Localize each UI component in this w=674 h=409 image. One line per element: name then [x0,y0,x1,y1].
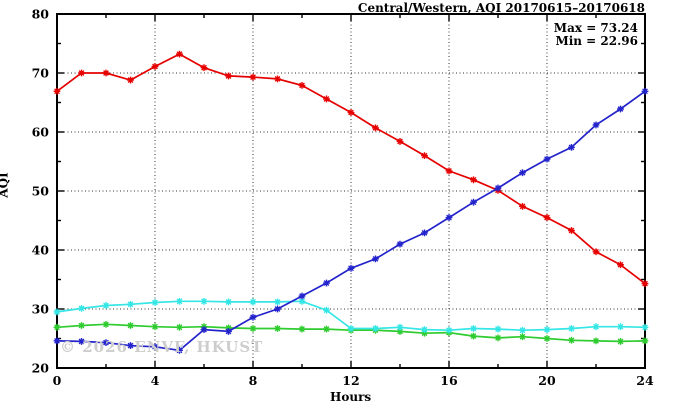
red-series-markers [53,50,649,288]
x-tick-label: 8 [249,373,258,388]
x-tick-label: 0 [53,373,62,388]
x-axis-label: Hours [330,390,372,404]
y-tick-label: 40 [32,243,50,258]
y-tick-label: 60 [32,125,50,140]
blue-series-markers [53,87,649,354]
y-axis-label: AQI [0,172,11,198]
x-tick-label: 4 [151,373,160,388]
y-tick-label: 50 [32,184,50,199]
cyan-series-markers [53,297,649,334]
max-annotation: Max = 73.24 [553,21,638,35]
x-tick-label: 16 [440,373,458,388]
x-tick-label: 24 [636,373,654,388]
chart-title: Central/Western, AQI 20170615–20170618 [357,1,645,15]
y-tick-label: 20 [32,361,50,376]
x-tick-label: 12 [342,373,359,388]
y-tick-label: 30 [32,302,50,317]
watermark: © 2026 ENVF, HKUST [60,338,264,356]
y-tick-label: 80 [32,7,50,22]
y-tick-label: 70 [32,66,50,81]
min-annotation: Min = 22.96 [555,34,638,48]
x-tick-label: 20 [538,373,556,388]
